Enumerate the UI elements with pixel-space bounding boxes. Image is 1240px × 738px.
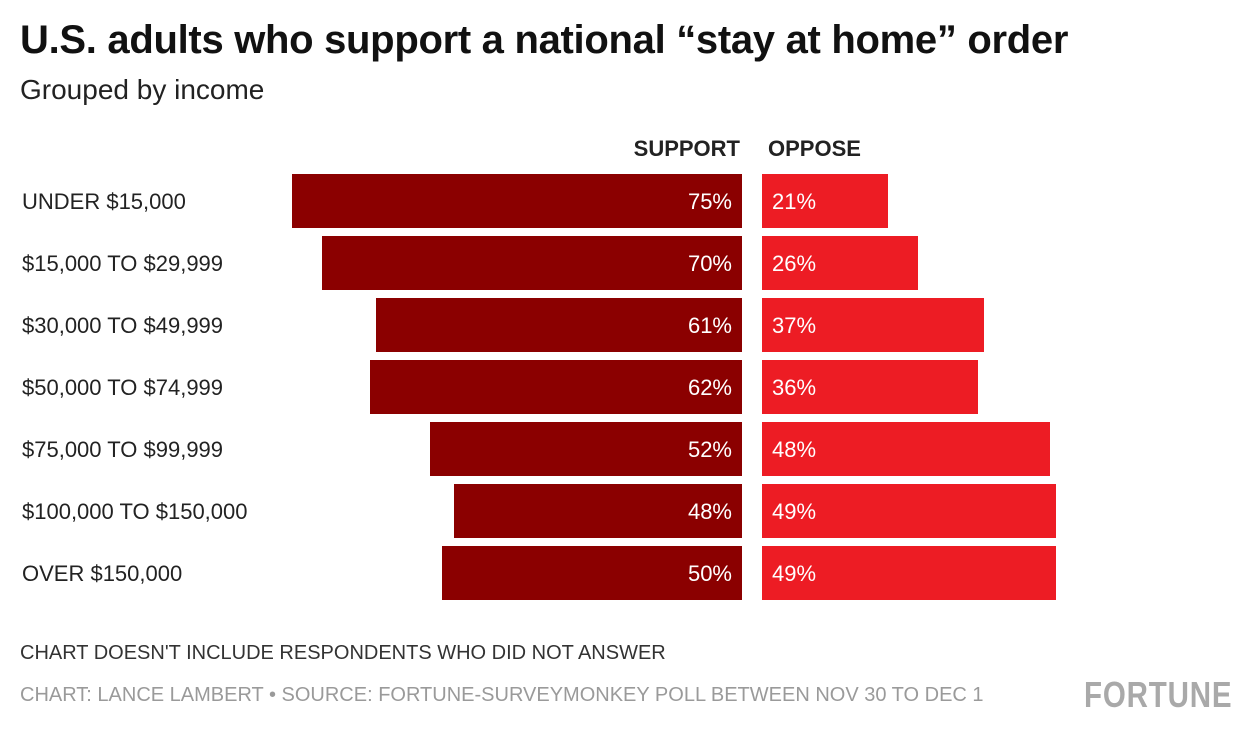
support-value-label: 52% (688, 437, 732, 462)
oppose-bar (762, 546, 1056, 600)
oppose-value-label: 37% (772, 313, 816, 338)
oppose-bar (762, 298, 984, 352)
support-bar (430, 422, 742, 476)
support-value-label: 75% (688, 189, 732, 214)
support-bar (442, 546, 742, 600)
oppose-bar (762, 236, 918, 290)
chart-credit: CHART: LANCE LAMBERT • SOURCE: FORTUNE-S… (20, 684, 984, 706)
category-label: $15,000 TO $29,999 (22, 251, 223, 276)
chart-note: CHART DOESN'T INCLUDE RESPONDENTS WHO DI… (20, 642, 666, 664)
support-bar (292, 174, 742, 228)
oppose-bar (762, 422, 1050, 476)
oppose-bar (762, 484, 1056, 538)
oppose-value-label: 26% (772, 251, 816, 276)
oppose-column-header: OPPOSE (768, 136, 861, 161)
oppose-value-label: 49% (772, 499, 816, 524)
oppose-bar (762, 360, 978, 414)
support-column-header: SUPPORT (634, 136, 741, 161)
support-value-label: 70% (688, 251, 732, 276)
oppose-value-label: 36% (772, 375, 816, 400)
support-bar (322, 236, 742, 290)
category-label: OVER $150,000 (22, 561, 182, 586)
support-value-label: 48% (688, 499, 732, 524)
category-label: $50,000 TO $74,999 (22, 375, 223, 400)
support-bar (376, 298, 742, 352)
oppose-value-label: 49% (772, 561, 816, 586)
chart-subtitle: Grouped by income (20, 74, 265, 105)
support-value-label: 62% (688, 375, 732, 400)
oppose-value-label: 21% (772, 189, 816, 214)
fortune-logo: FORTUNE (1084, 674, 1233, 715)
support-bar (370, 360, 742, 414)
category-label: UNDER $15,000 (22, 189, 186, 214)
chart-title: U.S. adults who support a national “stay… (20, 18, 1069, 62)
support-bar (454, 484, 742, 538)
category-label: $30,000 TO $49,999 (22, 313, 223, 338)
oppose-bar (762, 174, 888, 228)
oppose-value-label: 48% (772, 437, 816, 462)
category-label: $75,000 TO $99,999 (22, 437, 223, 462)
support-value-label: 61% (688, 313, 732, 338)
support-value-label: 50% (688, 561, 732, 586)
category-label: $100,000 TO $150,000 (22, 499, 248, 524)
